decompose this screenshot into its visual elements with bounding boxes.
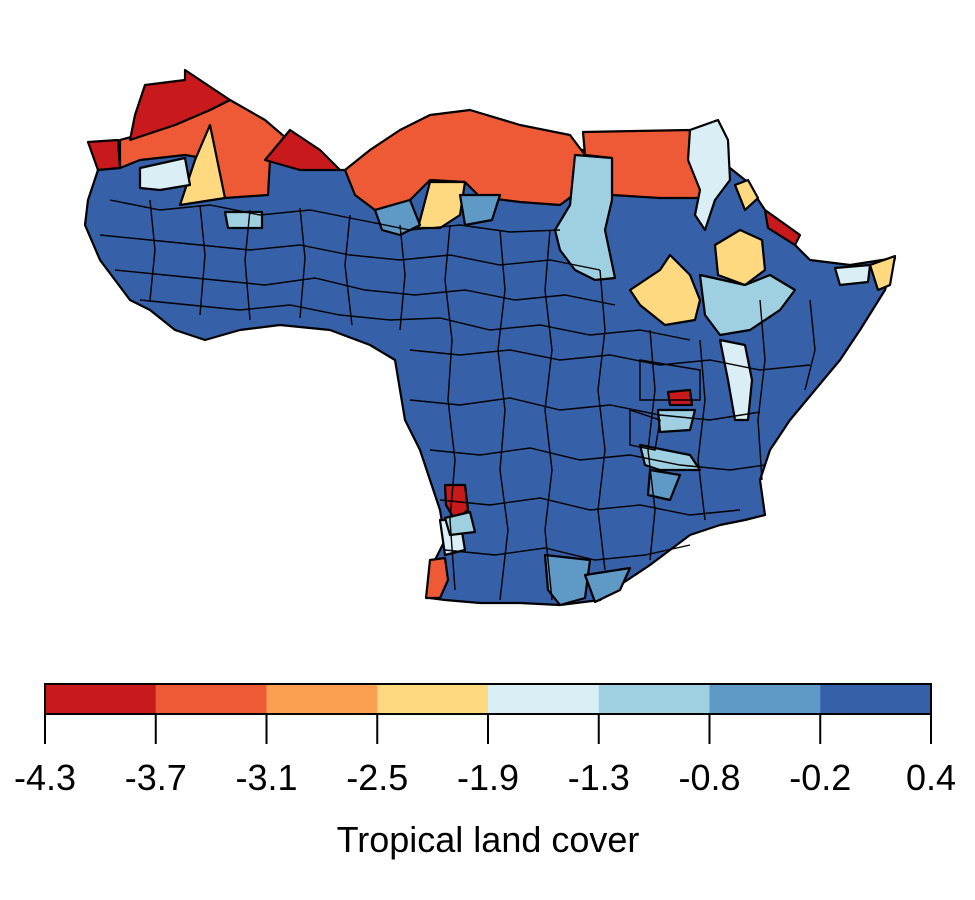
region-red-rwanda: [666, 388, 694, 407]
region-lightblue-ethiopia: [698, 273, 797, 337]
region-red-coast: [86, 138, 122, 172]
region-midblue-mozambique: [543, 553, 592, 607]
legend-tick-label-3: -2.5: [346, 757, 408, 798]
legend-swatch-5: [598, 684, 710, 714]
legend-tick-label-7: -0.2: [789, 757, 851, 798]
region-yellow-horn: [868, 254, 897, 292]
legend-title: Tropical land cover: [337, 819, 640, 860]
legend-tick-label-2: -3.1: [235, 757, 297, 798]
region-yellow-south-sudan: [628, 253, 702, 327]
region-midblue-nigeria: [458, 193, 502, 227]
color-legend: -4.3 -3.7 -3.1 -2.5 -1.9 -1.3 -0.8 -0.2 0.4 Trop…: [14, 683, 956, 860]
region-lightblue-chad: [553, 153, 617, 282]
legend-swatch-3: [377, 684, 489, 714]
region-midblue-zambia: [583, 566, 632, 604]
region-orange-south-coast: [424, 556, 450, 600]
region-midblue-tanzania: [646, 468, 682, 502]
region-lightblue-uganda: [656, 408, 697, 434]
region-pale-kenya: [718, 338, 754, 422]
region-yellow-eritrea: [733, 178, 760, 212]
region-yellow-central: [416, 180, 467, 230]
region-red-north-central: [263, 128, 342, 172]
region-lightblue-tanzania: [638, 443, 702, 472]
choropleth-map: [83, 68, 897, 607]
region-red-northwest: [128, 68, 232, 142]
region-pale-west: [138, 156, 192, 192]
region-yellow-ethiopia: [713, 228, 767, 287]
legend-ticks: [44, 714, 932, 744]
legend-swatch-1: [155, 684, 267, 714]
legend-swatch-4: [488, 684, 600, 714]
legend-tick-labels: -4.3 -3.7 -3.1 -2.5 -1.9 -1.3 -0.8 -0.2 0.4: [14, 757, 956, 798]
region-pale-horn: [833, 263, 872, 287]
legend-tick-label-1: -3.7: [125, 757, 187, 798]
legend-tick-label-0: -4.3: [14, 757, 76, 798]
legend-tick-label-4: -1.9: [457, 757, 519, 798]
region-yellow-west: [178, 123, 227, 207]
region-lightblue-angola: [443, 510, 477, 537]
legend-swatch-0: [45, 684, 157, 714]
legend-tick-label-6: -0.8: [678, 757, 740, 798]
legend-swatch-6: [709, 684, 821, 714]
legend-tick-label-8: 0.4: [906, 757, 956, 798]
legend-swatch-2: [266, 684, 378, 714]
legend-swatches: [45, 684, 932, 714]
region-red-eritrea: [763, 208, 802, 247]
legend-swatch-7: [820, 684, 932, 714]
legend-tick-label-5: -1.3: [568, 757, 630, 798]
region-pale-sudan-east: [686, 118, 732, 232]
district-borders: [99, 199, 816, 601]
